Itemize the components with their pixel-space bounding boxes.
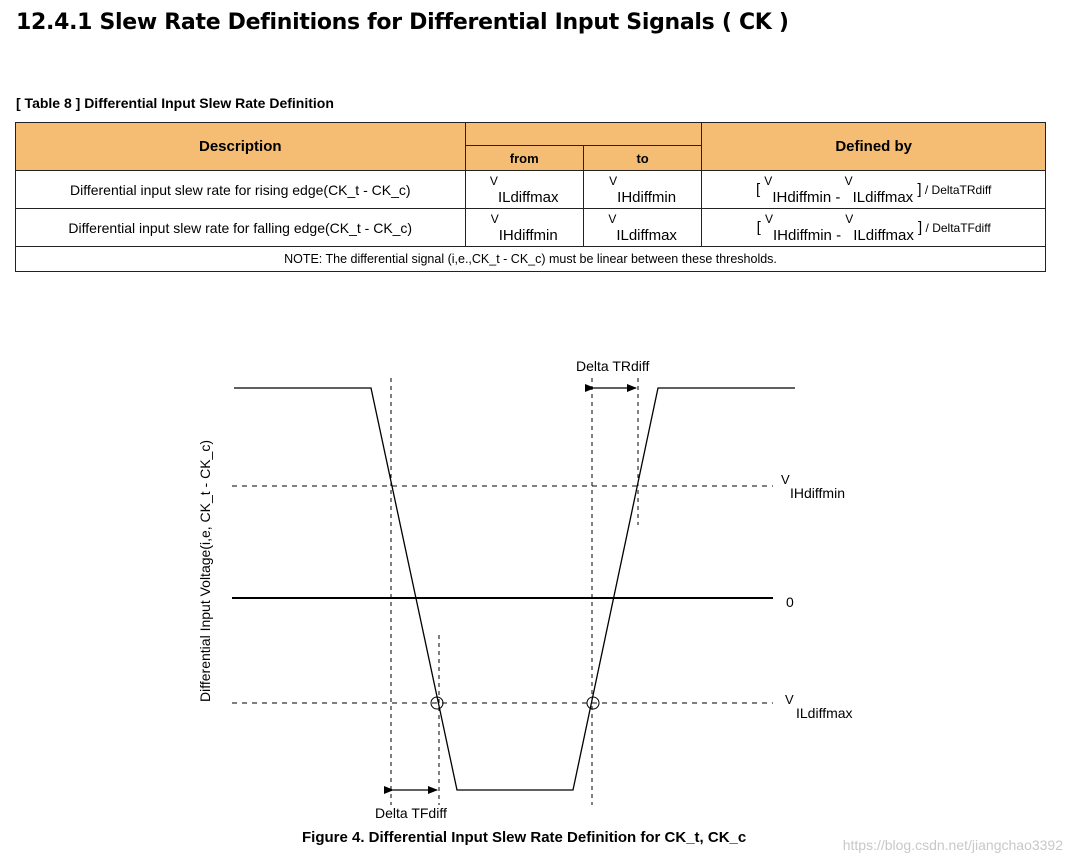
delta-tf-label: Delta TFdiff <box>375 805 447 821</box>
row-to: VILdiffmax <box>582 208 703 247</box>
vil-label-v: V <box>785 692 794 707</box>
table-note: NOTE: The differential signal (i,e.,CK_t… <box>15 246 1046 272</box>
header-to: to <box>582 145 703 171</box>
y-axis-label: Differential Input Voltage(i,e, CK_t - C… <box>197 440 213 702</box>
watermark: https://blog.csdn.net/jiangchao3392 <box>842 837 1063 853</box>
table-row: Differential input slew rate for falling… <box>15 208 1046 247</box>
vih-label-sub: IHdiffmin <box>790 485 845 501</box>
table-caption: [ Table 8 ] Differential Input Slew Rate… <box>16 95 334 111</box>
row-defined-by: [ VIHdiffmin - VILdiffmax ] / DeltaTFdif… <box>701 208 1046 247</box>
section-heading: 12.4.1 Slew Rate Definitions for Differe… <box>16 10 789 35</box>
slew-rate-table: Description Defined by from to Different… <box>15 122 1046 272</box>
waveform <box>234 387 795 791</box>
delta-tr-label: Delta TRdiff <box>576 358 650 374</box>
header-defined-by: Defined by <box>701 122 1046 171</box>
row-description: Differential input slew rate for falling… <box>15 208 466 247</box>
vil-label-sub: ILdiffmax <box>796 705 853 721</box>
table-header-row: Description Defined by <box>15 122 1046 171</box>
header-measured <box>464 122 703 146</box>
zero-label: 0 <box>786 594 794 610</box>
header-description: Description <box>15 122 466 171</box>
rising-crossing-point <box>586 696 600 710</box>
falling-crossing-point <box>430 696 444 710</box>
row-defined-by: [ VIHdiffmin - VILdiffmax ] / DeltaTRdif… <box>701 170 1046 209</box>
table-row: Differential input slew rate for rising … <box>15 170 1046 209</box>
row-from: VIHdiffmin <box>464 208 584 247</box>
vih-label-v: V <box>781 472 790 487</box>
row-from: VILdiffmax <box>464 170 584 209</box>
table-note-row: NOTE: The differential signal (i,e.,CK_t… <box>15 246 1046 272</box>
table-subheader-row: from to <box>16 145 1046 171</box>
figure-caption: Figure 4. Differential Input Slew Rate D… <box>302 829 747 846</box>
